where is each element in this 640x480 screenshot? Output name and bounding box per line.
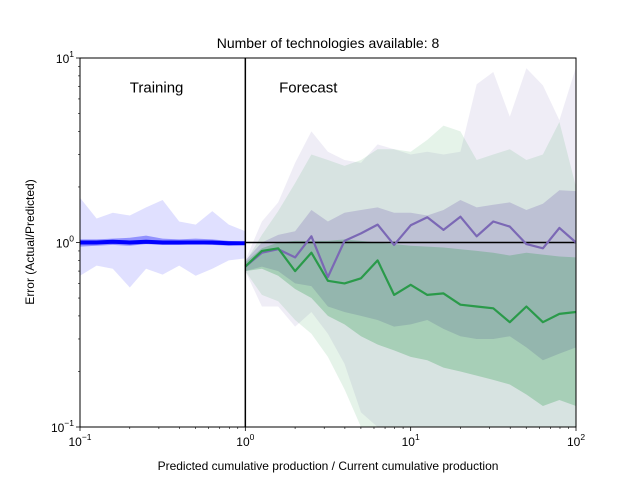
y-tick-label: 10−1	[51, 418, 74, 435]
y-axis-label: Error (Actual/Predicted)	[23, 179, 37, 304]
forecast-outer-band-2	[245, 122, 576, 427]
y-tick-label: 100	[56, 234, 74, 251]
x-tick-label: 101	[402, 432, 420, 449]
x-tick-label: 10−1	[68, 432, 91, 449]
x-axis-label: Predicted cumulative production / Curren…	[158, 459, 499, 473]
chart-title: Number of technologies available: 8	[217, 35, 440, 51]
forecast-inner-band-1	[245, 190, 576, 361]
plot-content	[80, 67, 576, 427]
x-tick-label: 100	[236, 432, 254, 449]
training-median-line	[80, 239, 246, 246]
plot-area: 10−1 100 101 102 10−1 100 101 Training Forecast	[51, 49, 585, 449]
annotation-forecast: Forecast	[279, 80, 338, 97]
forecast-median-line-1	[244, 215, 576, 279]
forecast-median-line-2	[244, 247, 576, 324]
annotation-training: Training	[130, 80, 184, 97]
forecast-outer-band-1	[245, 67, 576, 427]
x-tick-label: 102	[567, 432, 585, 449]
y-tick-label: 101	[56, 49, 74, 66]
